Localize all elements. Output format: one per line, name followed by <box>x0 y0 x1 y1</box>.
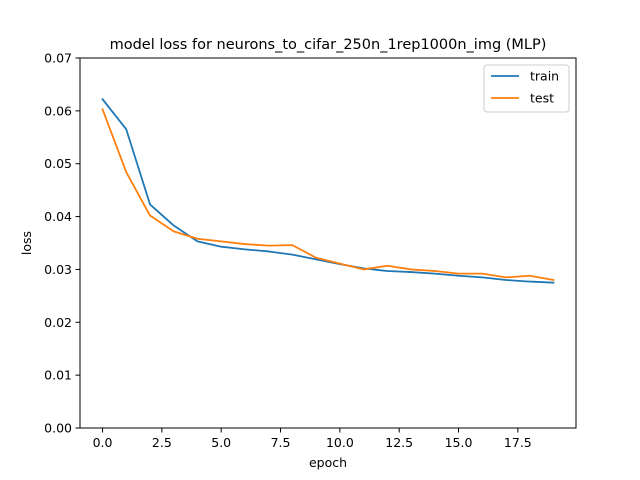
y-tick-label: 0.03 <box>44 262 72 277</box>
legend-label-train: train <box>530 69 559 84</box>
y-tick-label: 0.02 <box>44 315 72 330</box>
y-tick-label: 0.01 <box>44 368 72 383</box>
y-axis-label: loss <box>19 231 34 255</box>
x-tick-label: 17.5 <box>504 435 532 450</box>
x-axis-label: epoch <box>309 455 347 470</box>
y-tick-label: 0.00 <box>44 421 72 436</box>
legend: train test <box>483 64 570 113</box>
x-tick-label: 0.0 <box>93 435 113 450</box>
y-axis-ticks: 0.00 0.01 0.02 0.03 0.04 0.05 0.06 0.07 <box>44 51 80 436</box>
y-tick-label: 0.06 <box>44 103 72 118</box>
plot-area <box>80 58 576 428</box>
y-tick-label: 0.04 <box>44 209 72 224</box>
x-tick-label: 5.0 <box>211 435 231 450</box>
legend-label-test: test <box>530 91 554 106</box>
x-tick-label: 15.0 <box>445 435 473 450</box>
x-tick-label: 10.0 <box>326 435 354 450</box>
chart-title: model loss for neurons_to_cifar_250n_1re… <box>110 37 547 53</box>
x-axis-ticks: 0.0 2.5 5.0 7.5 10.0 12.5 15.0 17.5 <box>93 428 532 450</box>
y-tick-label: 0.07 <box>44 51 72 66</box>
x-tick-label: 2.5 <box>152 435 172 450</box>
plot-frame <box>79 57 577 429</box>
y-tick-label: 0.05 <box>44 156 72 171</box>
x-tick-label: 12.5 <box>385 435 413 450</box>
series-line-train <box>101 97 555 284</box>
series-line-test <box>101 108 555 282</box>
x-tick-label: 7.5 <box>271 435 291 450</box>
series-layer <box>101 97 555 284</box>
